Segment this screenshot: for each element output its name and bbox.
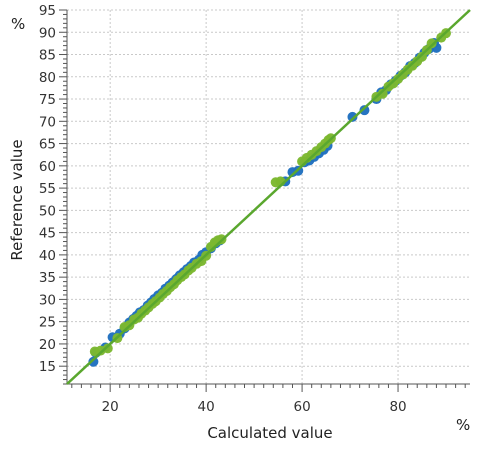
regression-line <box>66 9 471 385</box>
x-axis-title: Calculated value <box>207 424 332 442</box>
y-tick-label: 65 <box>39 137 56 153</box>
regression-line-path <box>66 9 471 385</box>
grid-lines <box>67 9 470 384</box>
data-point <box>88 356 99 367</box>
y-tick-label: 25 <box>39 315 56 331</box>
x-tick-label: 60 <box>293 399 310 415</box>
y-axis-unit: % <box>11 15 25 33</box>
y-tick-label: 55 <box>39 181 56 197</box>
y-tick-label: 40 <box>39 248 56 264</box>
y-tick-marks <box>59 9 67 385</box>
y-tick-labels: 15 20 25 30 35 40 45 50 55 60 65 70 75 80 85 90 95 <box>39 3 56 375</box>
data-point <box>359 105 370 116</box>
y-tick-label: 50 <box>39 203 56 219</box>
x-tick-marks <box>71 384 466 392</box>
x-tick-label: 80 <box>389 399 406 415</box>
y-tick-label: 80 <box>39 70 56 86</box>
y-tick-label: 60 <box>39 159 56 175</box>
data-point <box>102 343 113 354</box>
y-tick-label: 90 <box>39 25 56 41</box>
data-point <box>426 38 437 49</box>
y-tick-label: 85 <box>39 48 56 64</box>
x-tick-labels: 20 40 60 80 <box>102 399 407 415</box>
x-tick-label: 40 <box>198 399 215 415</box>
y-tick-label: 70 <box>39 114 56 130</box>
y-tick-label: 35 <box>39 270 56 286</box>
x-tick-label: 20 <box>102 399 119 415</box>
y-tick-label: 30 <box>39 292 56 308</box>
y-axis-title: Reference value <box>8 139 26 260</box>
y-tick-label: 45 <box>39 226 56 242</box>
y-tick-label: 95 <box>39 3 56 19</box>
x-axis-unit: % <box>456 416 470 434</box>
data-point <box>347 111 358 122</box>
y-tick-label: 15 <box>39 359 56 375</box>
y-tick-label: 20 <box>39 337 56 353</box>
y-tick-label: 75 <box>39 92 56 108</box>
data-point <box>377 88 388 99</box>
